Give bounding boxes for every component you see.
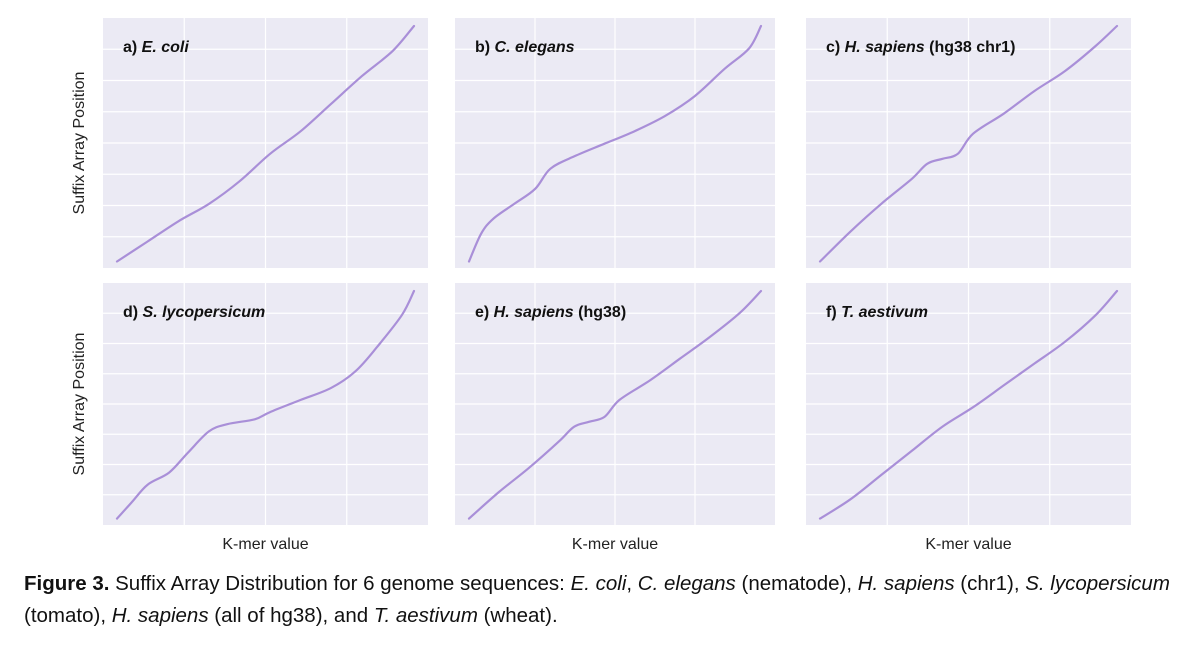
panel-6: f) T. aestivum K-mer value	[806, 283, 1131, 553]
series-line-6	[818, 289, 1119, 520]
panel-label: f)	[826, 304, 841, 321]
caption-species-3: H. sapiens	[857, 572, 955, 595]
series-line-3	[818, 24, 1119, 263]
panel-species: T. aestivum	[841, 304, 928, 321]
x-axis-label-4: K-mer value	[222, 536, 308, 553]
panel-species: S. lycopersicum	[143, 304, 266, 321]
x-axis-label-5: K-mer value	[572, 536, 658, 553]
panel-label: d)	[123, 304, 143, 321]
panel-suffix: (hg38)	[574, 304, 626, 321]
panel-species: H. sapiens	[845, 39, 925, 56]
panel-label: e)	[475, 304, 494, 321]
caption-text-1: Suffix Array Distribution for 6 genome s…	[109, 572, 571, 595]
panel-3: c) H. sapiens (hg38 chr1)	[806, 18, 1131, 268]
panel-1: a) E. coli Suffix Array Position	[71, 18, 428, 268]
panel-species: E. coli	[142, 39, 190, 56]
caption-species-5: H. sapiens	[111, 604, 209, 627]
caption-species-1: E. coli	[570, 572, 627, 595]
y-axis-label-4: Suffix Array Position	[71, 333, 88, 476]
panel-title-1: a) E. coli	[123, 39, 189, 56]
caption-text-4: (chr1),	[954, 572, 1026, 595]
panel-species: H. sapiens	[494, 304, 574, 321]
series-line-4	[115, 289, 416, 520]
caption-text-7: (wheat).	[477, 604, 558, 627]
panel-title-6: f) T. aestivum	[826, 304, 928, 321]
caption-text-2: ,	[626, 572, 638, 595]
caption-text-3: (nematode),	[735, 572, 858, 595]
panel-5: e) H. sapiens (hg38) K-mer value	[455, 283, 775, 553]
panel-label: a)	[123, 39, 142, 56]
series-line-5	[467, 289, 763, 520]
series-line-2	[467, 24, 763, 263]
panel-title-3: c) H. sapiens (hg38 chr1)	[826, 39, 1015, 56]
figure-3-panels: a) E. coli Suffix Array Position b) C. ele…	[71, 18, 1131, 553]
panel-title-4: d) S. lycopersicum	[123, 304, 265, 321]
figure-caption: Figure 3. Suffix Array Distribution for …	[24, 568, 1194, 632]
panel-label: b)	[475, 39, 495, 56]
series-line-1	[115, 24, 416, 263]
y-axis-label-1: Suffix Array Position	[71, 72, 88, 215]
caption-species-4: S. lycopersicum	[1025, 572, 1170, 595]
panel-title-2: b) C. elegans	[475, 39, 575, 56]
panel-2: b) C. elegans	[455, 18, 775, 268]
panel-4: d) S. lycopersicum Suffix Array Position K…	[71, 283, 428, 553]
caption-text-5: (tomato),	[24, 604, 112, 627]
panel-label: c)	[826, 39, 845, 56]
panel-species: C. elegans	[495, 39, 575, 56]
caption-species-6: T. aestivum	[373, 604, 478, 627]
panel-title-5: e) H. sapiens (hg38)	[475, 304, 626, 321]
caption-species-2: C. elegans	[637, 572, 736, 595]
x-axis-label-6: K-mer value	[925, 536, 1011, 553]
caption-text-6: (all of hg38), and	[208, 604, 374, 627]
caption-lead: Figure 3.	[24, 572, 110, 595]
panel-suffix: (hg38 chr1)	[925, 39, 1016, 56]
